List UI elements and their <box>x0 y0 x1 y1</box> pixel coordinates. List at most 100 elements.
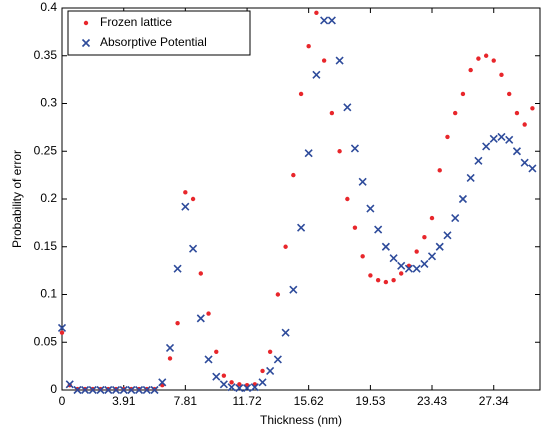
point <box>80 385 90 395</box>
point <box>491 58 496 63</box>
point <box>260 368 265 374</box>
point <box>489 134 498 143</box>
point <box>134 385 144 395</box>
point <box>189 244 198 253</box>
point <box>167 356 173 361</box>
point <box>158 378 167 387</box>
point <box>375 277 381 283</box>
point <box>312 70 321 79</box>
point <box>474 156 483 165</box>
point <box>321 58 327 63</box>
point <box>221 373 227 378</box>
point <box>289 285 298 294</box>
point <box>437 168 442 173</box>
point <box>445 134 450 140</box>
point <box>204 355 213 364</box>
point <box>414 249 419 254</box>
point <box>283 244 288 249</box>
legend-label: Absorptive Potential <box>100 35 207 49</box>
point <box>314 10 319 15</box>
x-tick-label: 27.34 <box>479 394 509 408</box>
point <box>528 164 537 173</box>
point <box>507 91 512 97</box>
legend-label: Frozen lattice <box>100 15 172 29</box>
point <box>345 196 350 202</box>
point <box>214 349 219 354</box>
point <box>267 349 273 354</box>
point <box>483 53 489 58</box>
point <box>291 172 296 178</box>
point <box>514 110 520 116</box>
point <box>175 320 180 326</box>
point <box>368 273 373 278</box>
point <box>499 72 504 78</box>
point <box>453 110 458 116</box>
point <box>165 343 175 353</box>
point <box>298 91 304 97</box>
x-tick-label: 0 <box>59 394 66 408</box>
point <box>183 190 188 195</box>
point <box>458 194 468 204</box>
point <box>460 91 466 97</box>
point <box>482 142 491 151</box>
point <box>275 292 281 297</box>
legend-box <box>67 10 251 56</box>
point <box>127 385 136 395</box>
point <box>443 231 452 240</box>
point <box>398 271 404 276</box>
point <box>237 382 242 387</box>
point <box>206 311 211 316</box>
point <box>505 135 514 144</box>
point <box>412 264 421 273</box>
y-tick-label: 0.4 <box>40 0 57 14</box>
y-tick-label: 0.2 <box>40 191 57 205</box>
point <box>266 366 275 375</box>
point <box>329 110 335 116</box>
legend-marker <box>83 20 89 26</box>
point <box>429 215 435 221</box>
x-tick-label: 19.53 <box>355 394 385 408</box>
point <box>150 385 159 395</box>
point <box>435 242 444 251</box>
point <box>427 252 437 261</box>
point <box>65 380 74 389</box>
point <box>57 323 67 332</box>
point <box>212 372 221 381</box>
point <box>73 385 82 395</box>
point <box>196 314 205 323</box>
point <box>366 204 375 213</box>
y-tick-label: 0.05 <box>34 334 58 348</box>
point <box>422 235 427 240</box>
point <box>96 385 105 395</box>
point <box>227 383 236 392</box>
point <box>343 103 352 112</box>
x-tick-label: 15.62 <box>294 394 324 408</box>
y-tick-label: 0.25 <box>34 143 58 157</box>
y-tick-label: 0 <box>50 382 57 396</box>
point <box>327 16 336 25</box>
point <box>404 264 413 273</box>
point <box>466 173 475 183</box>
point <box>258 378 267 387</box>
point <box>360 254 365 259</box>
point <box>273 355 282 364</box>
point <box>88 385 97 395</box>
point <box>104 385 113 395</box>
point <box>520 158 529 167</box>
point <box>250 383 259 392</box>
point <box>335 56 344 65</box>
point <box>476 56 481 61</box>
point <box>497 132 506 141</box>
point <box>243 384 252 393</box>
point <box>512 147 522 156</box>
point <box>119 385 128 395</box>
point <box>190 196 196 202</box>
point <box>381 242 390 251</box>
point <box>352 225 358 230</box>
y-axis-label: Probability of error <box>10 150 24 248</box>
point <box>337 149 342 154</box>
x-tick-label: 11.72 <box>233 394 262 408</box>
point <box>522 122 527 127</box>
point <box>235 384 244 393</box>
